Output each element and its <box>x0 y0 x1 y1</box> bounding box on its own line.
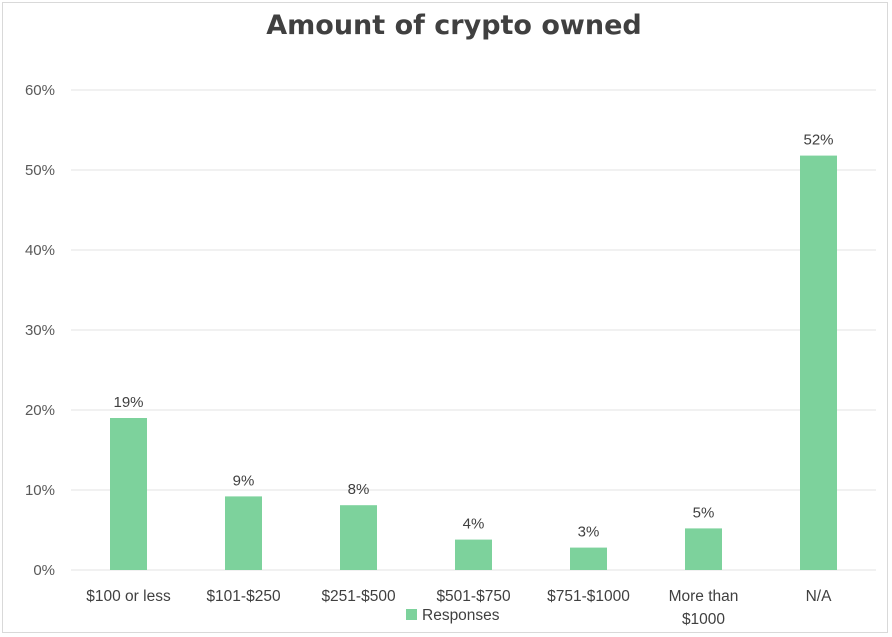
legend-swatch <box>406 609 417 620</box>
y-tick-label: 10% <box>25 482 55 499</box>
data-label: 19% <box>113 394 143 411</box>
y-tick-label: 40% <box>25 242 55 259</box>
data-label: 4% <box>463 516 485 533</box>
x-tick-label: N/A <box>806 588 833 605</box>
data-label: 3% <box>578 524 600 541</box>
data-label: 52% <box>803 132 833 149</box>
y-tick-label: 50% <box>25 162 55 179</box>
y-tick-label: 0% <box>33 562 55 579</box>
bar <box>570 547 607 570</box>
chart-title: Amount of crypto owned <box>266 10 642 41</box>
y-tick-label: 30% <box>25 322 55 339</box>
y-tick-label: 60% <box>25 82 55 99</box>
y-tick-label: 20% <box>25 402 55 419</box>
bar <box>800 155 837 570</box>
data-label: 9% <box>233 472 255 489</box>
x-tick-label: $1000 <box>682 611 725 628</box>
x-tick-label: $501-$750 <box>436 588 511 605</box>
bar <box>225 496 262 570</box>
bar <box>110 418 147 570</box>
legend-label: Responses <box>422 607 500 624</box>
data-label: 5% <box>693 504 715 521</box>
bar <box>685 528 722 570</box>
x-tick-label: $100 or less <box>86 588 171 605</box>
data-label: 8% <box>348 481 370 498</box>
x-tick-label: More than <box>669 588 739 605</box>
bar <box>455 539 492 570</box>
x-tick-label: $251-$500 <box>321 588 396 605</box>
bar <box>340 505 377 570</box>
x-tick-label: $751-$1000 <box>547 588 630 605</box>
x-tick-label: $101-$250 <box>206 588 281 605</box>
